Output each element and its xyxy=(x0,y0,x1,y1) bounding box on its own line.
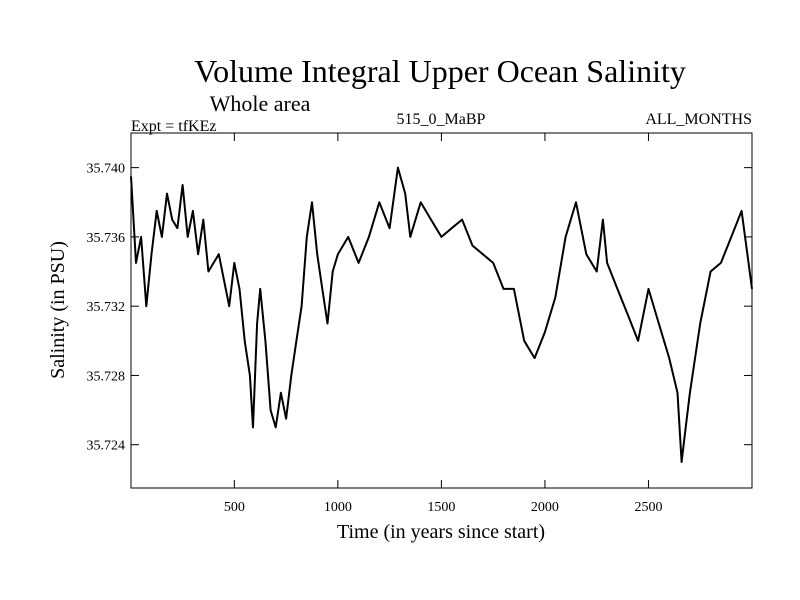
chart-title: Volume Integral Upper Ocean Salinity xyxy=(194,53,686,89)
x-tick-label: 1500 xyxy=(427,500,455,515)
y-tick-label: 35.732 xyxy=(87,300,126,315)
y-tick-label: 35.724 xyxy=(87,439,126,454)
chart-subtitle: Whole area xyxy=(210,91,311,116)
y-tick-label: 35.728 xyxy=(87,369,126,384)
x-axis-title: Time (in years since start) xyxy=(337,521,545,543)
salinity-series-line xyxy=(130,166,753,463)
plot-frame xyxy=(130,132,753,489)
y-tick-label: 35.740 xyxy=(87,162,126,177)
header-experiment: Expt = tfKEz xyxy=(131,118,216,135)
x-tick-label: 1000 xyxy=(324,500,352,515)
y-axis-ticks: 35.724 35.728 35.732 35.736 35.740 xyxy=(87,162,752,454)
header-period: 515_0_MaBP xyxy=(397,111,486,128)
x-axis-ticks: 500 1000 1500 2000 2500 xyxy=(224,133,662,515)
y-axis-title: Salinity (in PSU) xyxy=(47,241,69,379)
y-tick-label: 35.736 xyxy=(87,231,126,246)
header-months: ALL_MONTHS xyxy=(645,111,752,128)
x-tick-label: 2500 xyxy=(634,500,662,515)
x-tick-label: 500 xyxy=(224,500,245,515)
x-tick-label: 2000 xyxy=(531,500,559,515)
